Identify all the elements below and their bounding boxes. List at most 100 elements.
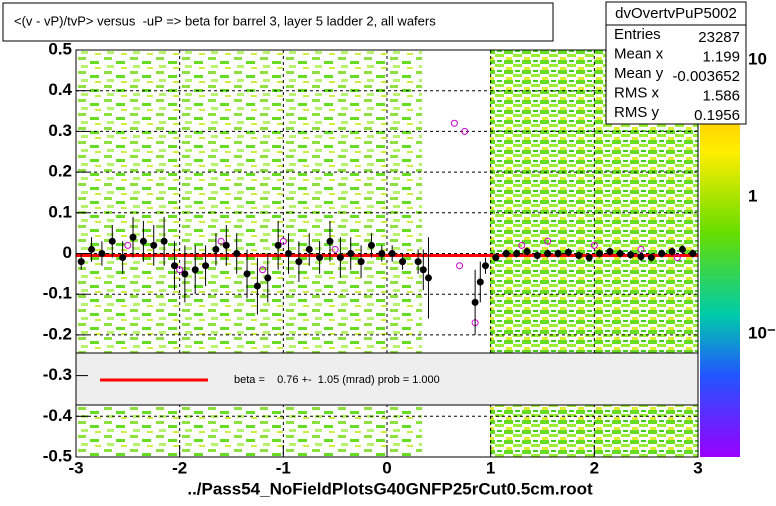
- point: [77, 258, 85, 266]
- marker: [456, 262, 464, 270]
- point: [336, 254, 344, 262]
- point: [502, 250, 510, 257]
- point: [668, 247, 676, 255]
- point: [513, 250, 521, 257]
- marker: [461, 127, 469, 135]
- point: [129, 233, 137, 241]
- point: [191, 266, 199, 274]
- x-axis-title: ../Pass54_NoFieldPlotsG40GNFP25rCut0.5cm…: [187, 479, 593, 498]
- point: [627, 251, 635, 259]
- x-tick-label: -1: [276, 458, 291, 477]
- point: [295, 258, 303, 266]
- point: [160, 237, 168, 245]
- point: [689, 250, 697, 257]
- point: [357, 258, 365, 266]
- y-tick-label: -0.3: [43, 365, 72, 384]
- marker: [450, 119, 458, 127]
- point: [222, 241, 230, 249]
- y-tick-label: -0.2: [43, 324, 72, 343]
- stats-value: 1.586: [702, 87, 740, 104]
- point: [326, 237, 334, 245]
- marker: [518, 241, 526, 249]
- marker: [124, 241, 132, 249]
- y-tick-label: 0.3: [48, 121, 72, 140]
- point: [88, 245, 96, 253]
- point: [399, 258, 407, 266]
- point: [150, 241, 158, 249]
- point: [414, 258, 422, 266]
- y-tick-label: 0.4: [48, 80, 72, 99]
- marker: [673, 254, 681, 262]
- y-tick-label: -0.5: [43, 446, 72, 465]
- point: [606, 247, 614, 255]
- stats-value: 0.1956: [694, 107, 740, 124]
- point: [119, 254, 127, 262]
- point: [658, 250, 666, 257]
- y-tick-label: 0.2: [48, 162, 72, 181]
- marker: [590, 241, 598, 249]
- point: [471, 298, 479, 306]
- point: [585, 254, 593, 262]
- point: [388, 250, 396, 257]
- z-tick-label: 10⁻¹: [748, 323, 776, 342]
- marker: [637, 245, 645, 253]
- x-tick-label: -3: [68, 458, 83, 477]
- stats-value: 23287: [698, 29, 740, 46]
- y-tick-label: -0.4: [43, 406, 73, 425]
- marker: [217, 237, 225, 245]
- point: [533, 252, 541, 260]
- y-tick-label: 0: [63, 243, 72, 262]
- point: [616, 250, 624, 257]
- y-tick-label: -0.1: [43, 284, 72, 303]
- point: [233, 250, 241, 257]
- point: [181, 270, 189, 278]
- point: [108, 237, 116, 245]
- point: [139, 237, 147, 245]
- point: [274, 241, 282, 249]
- point: [305, 245, 313, 253]
- chart-title: <(v - vP)/tvP> versus -uP => beta for ba…: [14, 13, 436, 28]
- stats-label: Mean y: [614, 65, 664, 82]
- point: [476, 278, 484, 286]
- marker: [279, 237, 287, 245]
- marker: [176, 266, 184, 274]
- marker: [331, 245, 339, 253]
- x-tick-label: 3: [693, 458, 702, 477]
- point: [564, 248, 572, 256]
- x-tick-label: 1: [486, 458, 495, 477]
- point: [264, 274, 272, 282]
- point: [492, 254, 500, 262]
- marker: [544, 237, 552, 245]
- stats-value: 1.199: [702, 48, 740, 65]
- point: [544, 250, 552, 257]
- point: [212, 245, 220, 253]
- point: [316, 254, 324, 262]
- stats-box: [605, 1, 747, 125]
- point: [243, 270, 251, 278]
- point: [481, 262, 489, 270]
- point: [523, 247, 531, 255]
- point: [424, 274, 432, 282]
- x-tick-label: -2: [172, 458, 187, 477]
- point: [285, 250, 293, 257]
- y-tick-label: 0.1: [48, 202, 72, 221]
- stats-label: RMS y: [614, 104, 660, 121]
- point: [647, 254, 655, 262]
- point: [347, 250, 355, 257]
- marker: [259, 266, 267, 274]
- x-tick-label: 2: [590, 458, 599, 477]
- point: [678, 245, 686, 253]
- x-tick-label: 0: [382, 458, 391, 477]
- stats-value: -0.003652: [672, 68, 740, 85]
- z-tick-label: 10: [748, 49, 767, 68]
- point: [596, 250, 604, 257]
- point: [170, 262, 178, 270]
- point: [554, 250, 562, 257]
- stats-label: Entries: [614, 26, 661, 43]
- stats-label: RMS x: [614, 84, 660, 101]
- point: [575, 252, 583, 260]
- title-box: [2, 2, 554, 42]
- point: [253, 282, 261, 290]
- point: [419, 266, 427, 274]
